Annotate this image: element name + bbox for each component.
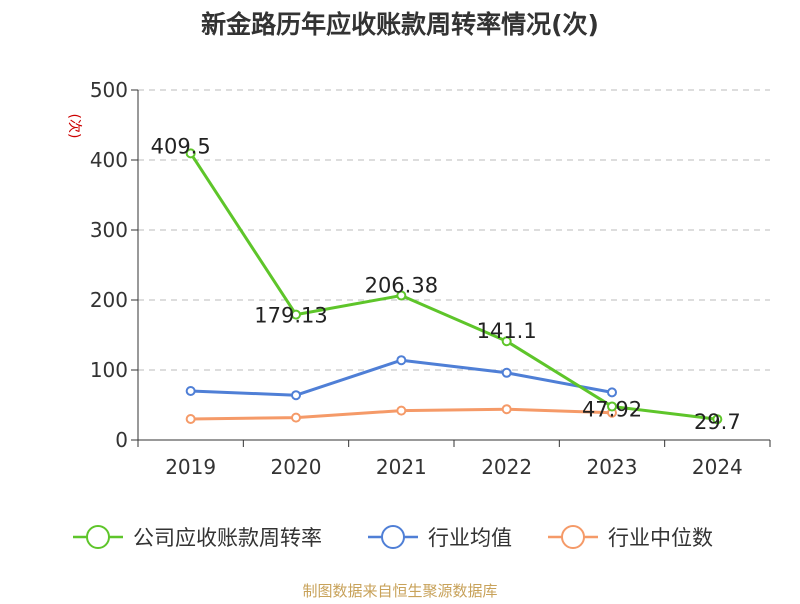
data-label: 179.13 [254, 304, 327, 328]
data-point [291, 412, 301, 423]
legend-label: 行业中位数 [608, 526, 713, 550]
y-tick-label: 100 [90, 358, 128, 382]
data-point [291, 390, 301, 401]
legend-marker [561, 525, 585, 549]
series-line [189, 151, 719, 421]
data-point [185, 386, 196, 396]
data-point [396, 290, 407, 301]
x-tick-label: 2019 [165, 455, 216, 479]
y-tick-label: 400 [90, 148, 128, 172]
data-point [501, 367, 512, 378]
data-point [607, 401, 617, 412]
data-label: 141.1 [477, 319, 537, 343]
data-point [185, 414, 196, 424]
data-point [501, 336, 512, 347]
data-point [291, 309, 301, 320]
y-tick-label: 0 [115, 428, 128, 452]
data-point [396, 405, 407, 416]
data-point [712, 414, 723, 425]
x-tick-label: 2023 [587, 455, 638, 479]
y-tick-label: 200 [90, 288, 128, 312]
series-line [189, 358, 614, 397]
data-point [396, 355, 407, 366]
y-axis-label: (次) [66, 114, 82, 139]
data-label: 206.38 [365, 274, 438, 298]
legend-marker [381, 525, 405, 549]
x-tick-label: 2022 [481, 455, 532, 479]
chart-title: 新金路历年应收账款周转率情况(次) [201, 10, 599, 39]
data-point [501, 404, 512, 415]
legend-label: 公司应收账款周转率 [133, 526, 322, 550]
legend-marker [86, 525, 110, 549]
y-tick-label: 500 [90, 78, 128, 102]
data-point [185, 148, 196, 159]
x-tick-label: 2024 [692, 455, 743, 479]
data-label: 47.92 [582, 397, 642, 421]
legend-label: 行业均值 [428, 526, 512, 550]
y-tick-label: 300 [90, 218, 128, 242]
x-tick-label: 2021 [376, 455, 427, 479]
x-tick-label: 2020 [271, 455, 322, 479]
data-point [607, 387, 617, 398]
data-label: 409.5 [151, 134, 211, 158]
source-note: 制图数据来自恒生聚源数据库 [302, 582, 497, 600]
data-label: 29.7 [694, 410, 741, 434]
